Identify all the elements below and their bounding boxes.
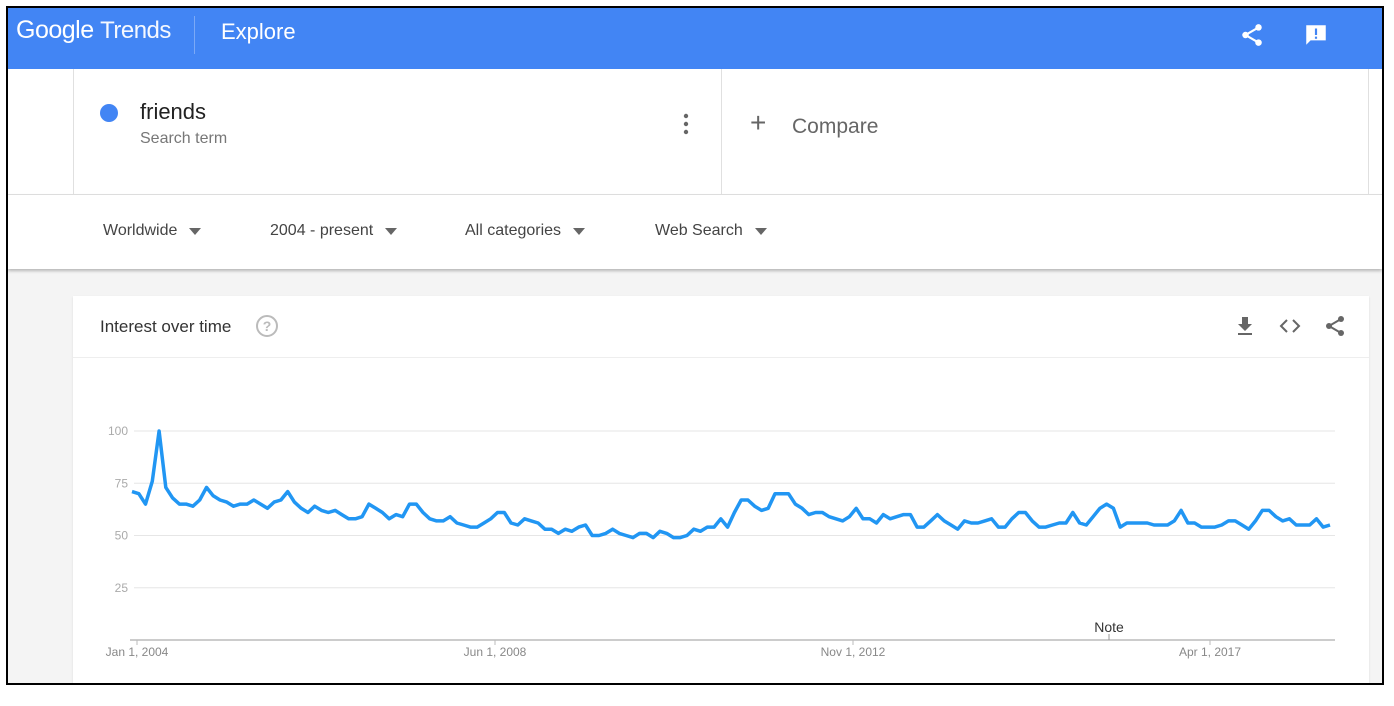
caret-down-icon [573,227,586,235]
series-line-friends[interactable] [131,429,1331,540]
page-title: Explore [221,19,296,44]
compare-button[interactable]: + Compare [722,69,1369,195]
dropdown-label: Web Search [655,222,743,239]
caret-down-icon [189,227,202,235]
google-trends-logo[interactable]: Google Trends [16,16,171,45]
card-header: Interest over time ? [73,296,1369,358]
search-type-dropdown[interactable]: Web Search [655,222,767,240]
top-bar: Google Trends Explore [8,8,1382,69]
x-tick-label: Jun 1, 2008 [464,645,527,659]
share-icon[interactable] [1239,22,1265,48]
x-tick-label: Apr 1, 2017 [1179,645,1241,659]
download-icon[interactable] [1233,314,1257,338]
filter-bar: Worldwide 2004 - present All categories … [8,195,1382,269]
caret-down-icon [385,227,398,235]
search-term-card[interactable]: friends Search term [73,69,722,195]
search-terms-bar: friends Search term + Compare [8,69,1382,195]
dropdown-label: Worldwide [103,222,178,239]
interest-over-time-card: Interest over time ? [73,296,1369,683]
embed-icon[interactable] [1278,314,1302,338]
dropdown-label: All categories [465,222,562,239]
app-window: Google Trends Explore friends Search ter… [6,6,1384,685]
term-color-dot [100,104,118,122]
logo-trends: Trends [100,17,171,44]
interest-over-time-chart: 25 50 75 100 Jan 1, 2004 Jun 1, 2008 Nov 1, 20… [106,424,1335,659]
more-options-icon[interactable] [682,113,690,135]
plus-icon: + [750,107,767,138]
logo-google: Google [16,16,94,44]
feedback-icon[interactable] [1303,22,1329,48]
time-range-dropdown[interactable]: 2004 - present [270,222,398,240]
y-tick-label: 25 [115,581,129,595]
location-dropdown[interactable]: Worldwide [103,222,202,240]
share-icon[interactable] [1323,314,1347,338]
caret-down-icon [754,227,767,235]
compare-label: Compare [792,115,879,138]
header-divider [194,16,195,54]
x-tick-label: Jan 1, 2004 [106,645,169,659]
y-tick-label: 75 [115,476,129,490]
dropdown-label: 2004 - present [270,222,374,239]
x-tick-label: Nov 1, 2012 [821,645,886,659]
search-term-type: Search term [140,130,228,147]
y-tick-label: 100 [108,424,128,438]
card-title: Interest over time [100,317,232,336]
category-dropdown[interactable]: All categories [465,222,586,240]
y-tick-label: 50 [115,529,129,543]
help-icon[interactable]: ? [256,315,278,337]
note-annotation[interactable]: Note [1094,619,1124,635]
search-term-name[interactable]: friends [140,99,207,124]
